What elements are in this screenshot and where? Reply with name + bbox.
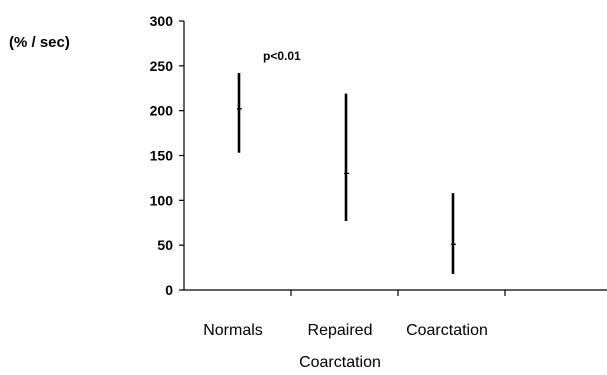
y-tick-label: 0: [165, 282, 173, 298]
y-tick-label: 100: [150, 192, 174, 208]
category-label: Repaired Coarctation: [299, 322, 381, 371]
y-axis: 0 50 100 150 200 250 300: [150, 13, 185, 298]
category-label: Coarctation: [406, 322, 488, 339]
y-tick-label: 50: [157, 237, 173, 253]
x-axis: [184, 289, 607, 296]
y-tick-label: 300: [150, 13, 174, 29]
y-axis-label: (% / sec): [9, 34, 70, 51]
y-tick-label: 200: [150, 103, 174, 119]
range-bars: [237, 73, 456, 274]
annotation-p-value: p<0.01: [263, 49, 301, 63]
category-label: Normals: [203, 322, 263, 339]
y-tick-label: 250: [150, 58, 174, 74]
category-labels: Normals Repaired Coarctation Coarctation: [203, 322, 488, 371]
y-tick-label: 150: [150, 148, 174, 164]
